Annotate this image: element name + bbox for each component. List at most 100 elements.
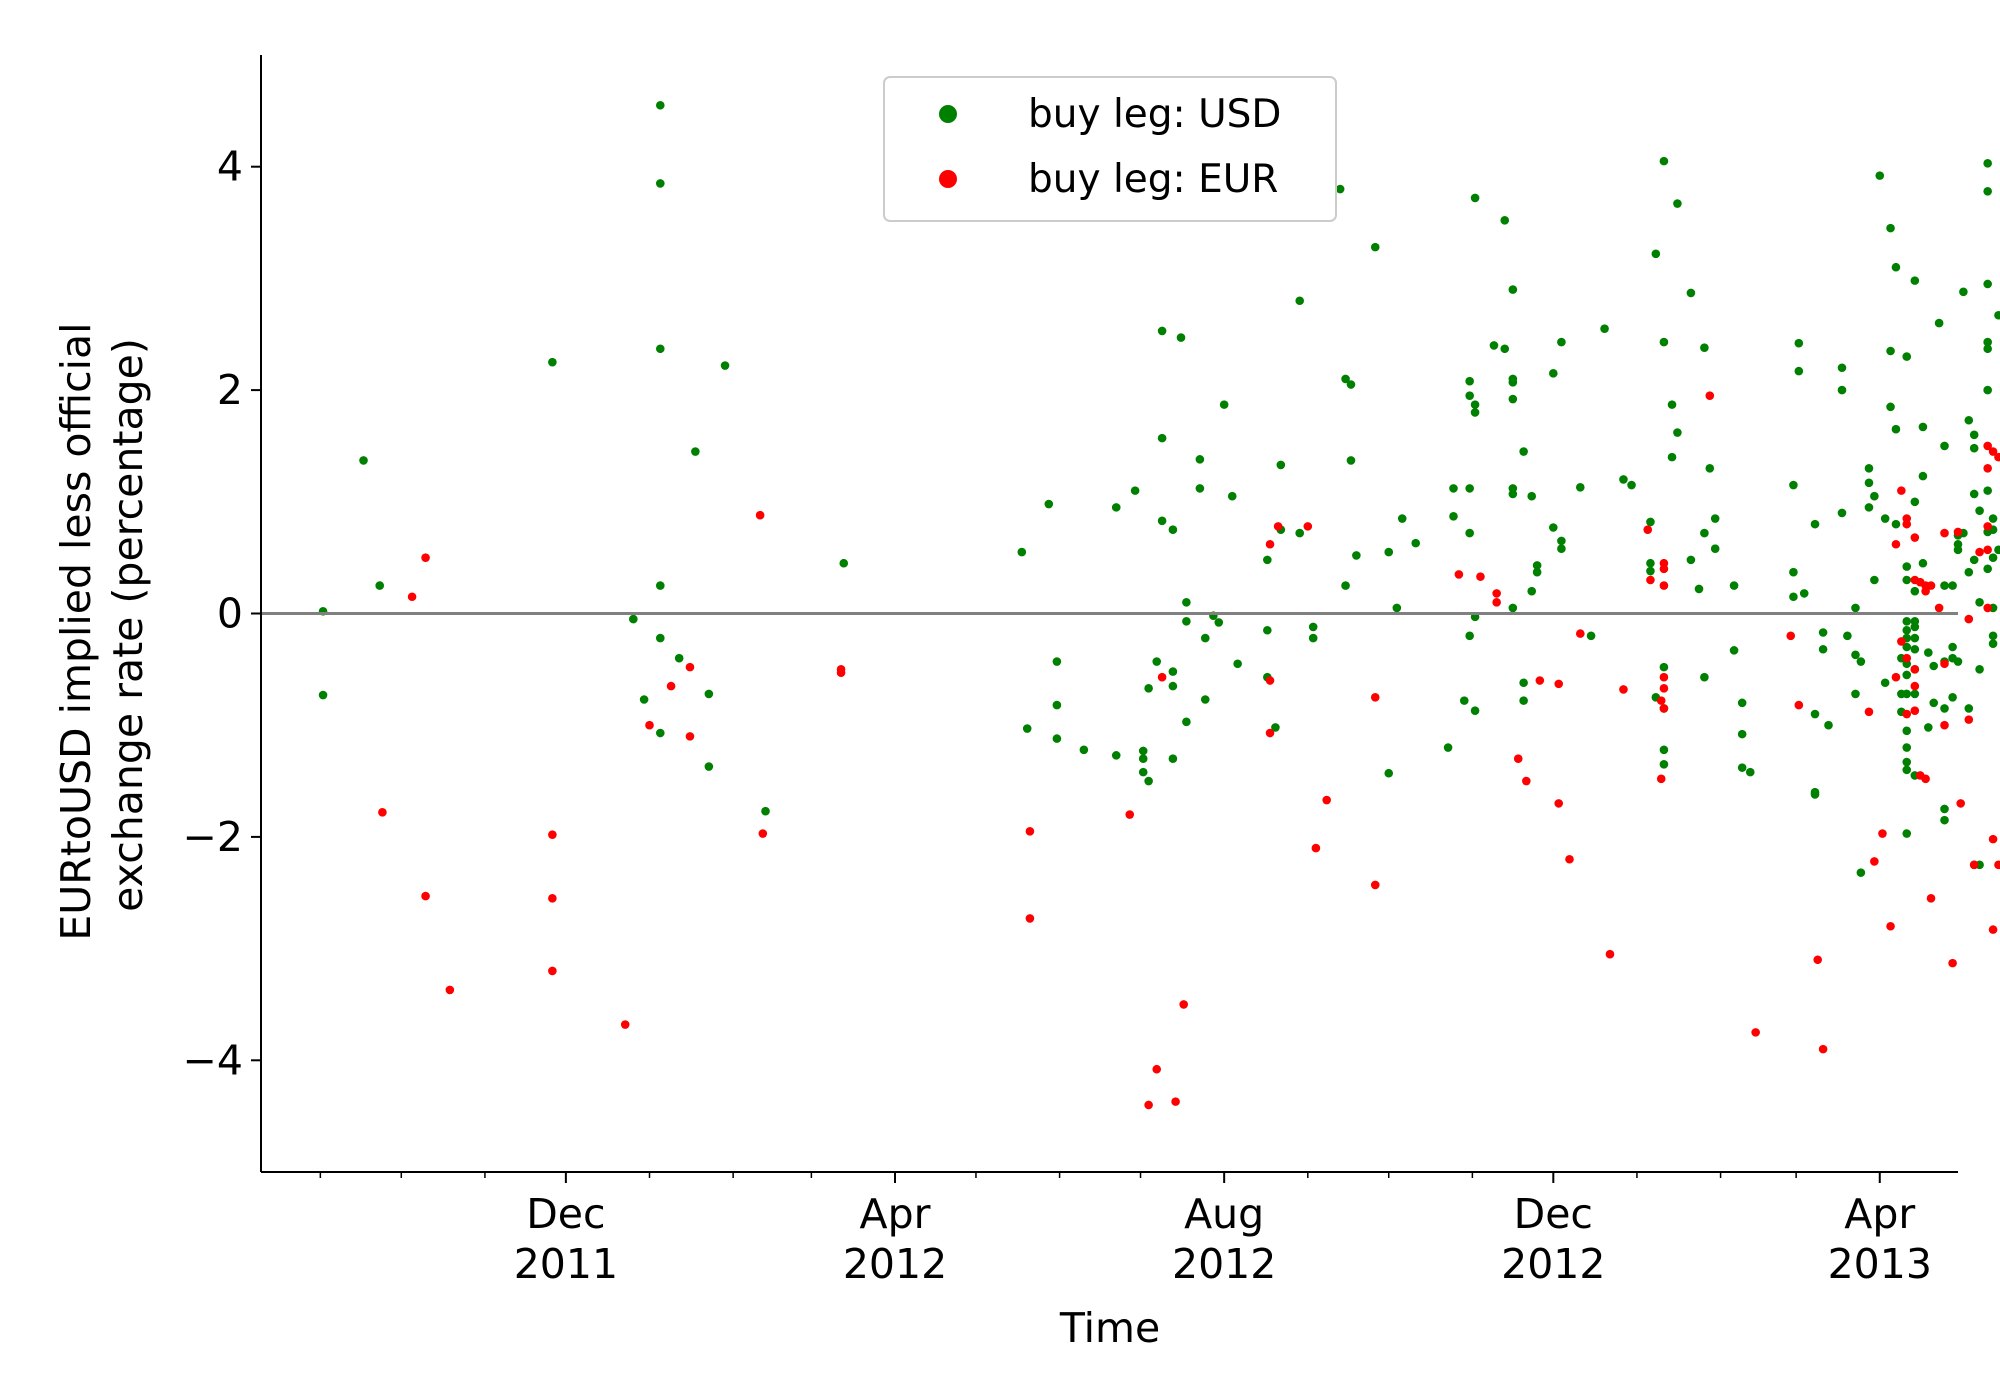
data-point (1910, 689, 1920, 699)
x-tick-label-year: 2011 (514, 1240, 618, 1288)
data-point (1454, 570, 1464, 579)
data-point (1111, 503, 1121, 512)
data-point (1902, 765, 1912, 775)
data-point (1025, 914, 1035, 923)
data-point (1902, 575, 1912, 585)
data-point (1508, 603, 1518, 613)
data-point (1659, 759, 1669, 769)
data-point (1737, 698, 1747, 708)
data-point (1492, 598, 1501, 607)
data-point (1910, 706, 1920, 715)
data-point (1549, 523, 1558, 532)
x-axis-title: Time (1059, 1304, 1160, 1352)
y-tick-label: 4 (217, 143, 243, 191)
data-point (691, 447, 700, 456)
data-point (1910, 497, 1920, 507)
data-point (1370, 692, 1380, 702)
data-point (1810, 709, 1820, 719)
data-point (548, 894, 557, 903)
data-point (1519, 447, 1528, 456)
data-point (1940, 815, 1949, 825)
data-point (1700, 343, 1709, 352)
data-point (1352, 551, 1361, 560)
data-point (1508, 394, 1518, 404)
data-point (1449, 512, 1458, 521)
data-point (620, 1020, 630, 1029)
data-point (1508, 489, 1518, 499)
data-point (1346, 456, 1356, 465)
data-point (1710, 514, 1720, 523)
data-point (1813, 955, 1823, 965)
data-point (655, 581, 665, 590)
data-point (1789, 592, 1798, 602)
legend-marker-eur (939, 170, 957, 188)
data-point (1575, 629, 1585, 638)
data-point (1346, 380, 1356, 389)
data-point (1656, 696, 1666, 705)
data-point (674, 653, 684, 663)
data-point (1263, 625, 1272, 635)
data-point (1519, 696, 1528, 705)
data-point (1643, 525, 1653, 535)
data-point (839, 558, 849, 568)
data-point (1921, 586, 1930, 596)
data-point (1988, 447, 1998, 456)
data-point (1810, 519, 1820, 529)
data-point (1025, 827, 1035, 836)
data-point (1983, 463, 1992, 473)
data-point (1940, 581, 1949, 590)
data-point (548, 966, 557, 976)
data-point (1182, 598, 1191, 607)
data-point (758, 829, 768, 838)
data-point (1959, 287, 1968, 297)
data-point (1651, 249, 1661, 259)
data-point (1111, 751, 1121, 760)
data-point (1017, 547, 1027, 557)
data-point (1799, 589, 1809, 598)
data-point (1522, 776, 1531, 786)
data-point (1500, 344, 1510, 354)
data-point (1465, 376, 1474, 386)
data-point (1902, 519, 1912, 529)
data-point (1508, 377, 1518, 387)
data-point (1168, 754, 1178, 764)
data-point (1470, 193, 1480, 203)
data-point (1988, 553, 1998, 562)
data-point (1964, 614, 1974, 624)
legend-label-eur: buy leg: EUR (1028, 157, 1278, 202)
data-point (1322, 795, 1331, 805)
x-tick-label-year: 2013 (1828, 1240, 1932, 1288)
data-point (1902, 642, 1912, 652)
y-axis-title-line-2: exchange rate (percentage) (104, 338, 152, 912)
data-point (1729, 646, 1739, 655)
data-point (1130, 486, 1140, 495)
data-point (1465, 391, 1474, 400)
data-point (1659, 156, 1669, 166)
data-point (1886, 346, 1895, 356)
data-point (1843, 631, 1852, 641)
data-point (1983, 522, 1992, 531)
data-point (1886, 402, 1895, 412)
data-point (1983, 159, 1992, 168)
data-point (1265, 539, 1275, 549)
data-point (1443, 743, 1453, 752)
data-point (1152, 1064, 1162, 1074)
data-point (1902, 829, 1912, 838)
data-point (1646, 575, 1655, 585)
data-point (1370, 242, 1380, 252)
data-point (1902, 562, 1912, 571)
data-point (1886, 223, 1895, 233)
data-point (1619, 475, 1628, 484)
data-point (445, 985, 455, 995)
data-point (1786, 631, 1796, 641)
data-point (1168, 667, 1178, 676)
data-point (1659, 337, 1669, 347)
data-point (1686, 555, 1696, 565)
data-point (1870, 857, 1879, 866)
data-point (1710, 544, 1720, 554)
data-point (1988, 639, 1998, 648)
data-point (1878, 829, 1887, 838)
data-point (1910, 533, 1920, 542)
legend-box (883, 76, 1337, 222)
